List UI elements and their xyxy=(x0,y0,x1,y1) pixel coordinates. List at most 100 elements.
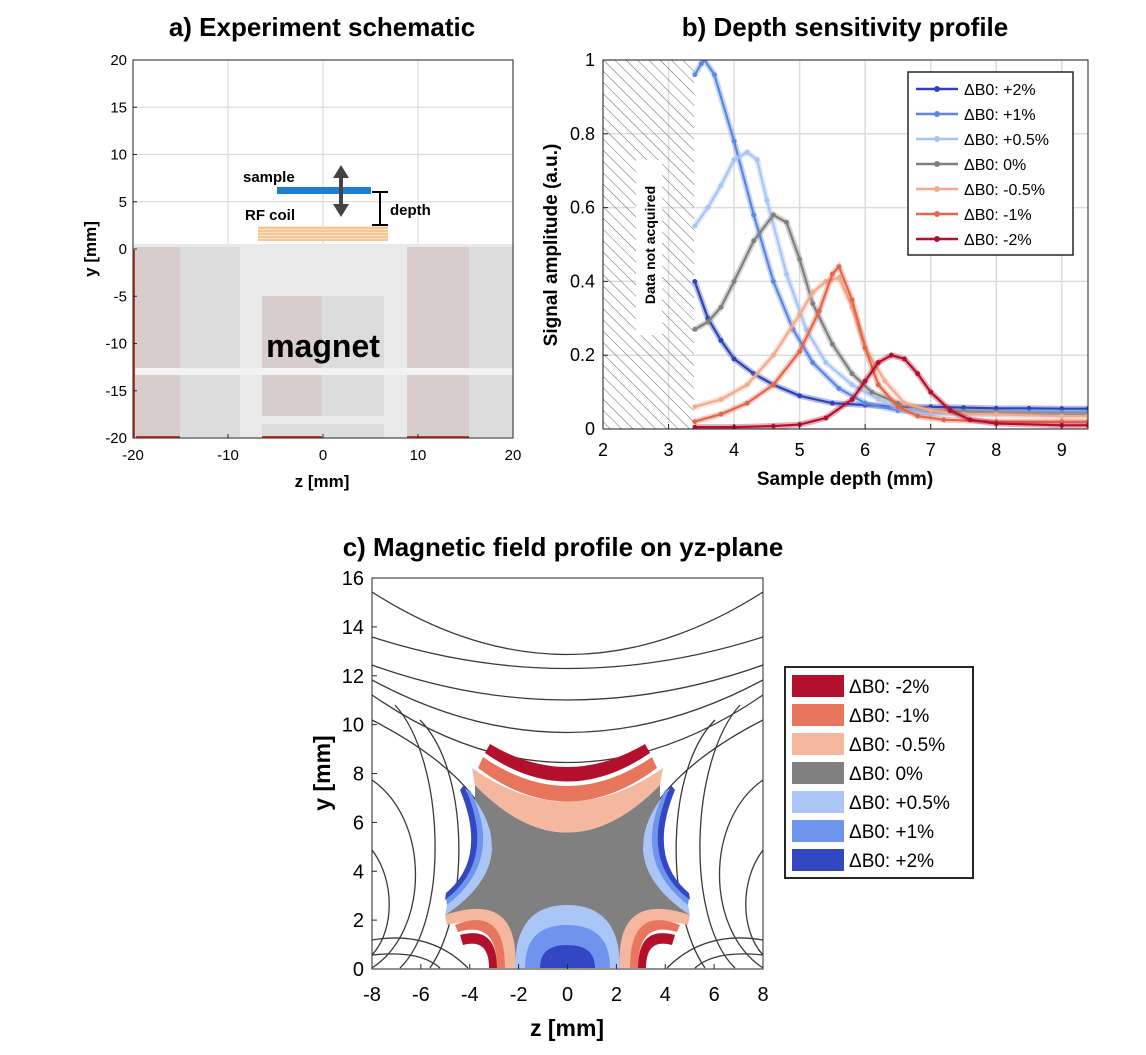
b-data-point xyxy=(718,183,724,188)
b-ytick-label: 1 xyxy=(585,50,595,70)
b-data-point xyxy=(862,345,868,351)
field-regions xyxy=(445,744,690,968)
a-ytick-label: 15 xyxy=(110,99,127,116)
b-data-point xyxy=(771,279,776,284)
a-ytick-label: -10 xyxy=(105,336,127,353)
b-data-point xyxy=(692,404,698,410)
region-minus-05pct-bl xyxy=(445,908,516,968)
b-data-point xyxy=(967,417,973,423)
c-ytick-label: 14 xyxy=(342,617,364,639)
c-legend-label: ΔB0: 0% xyxy=(849,764,923,785)
b-data-point xyxy=(928,408,934,413)
c-ytick-label: 0 xyxy=(353,959,364,981)
b-legend-label: ΔB0: +1% xyxy=(964,107,1036,124)
b-data-point xyxy=(875,360,881,365)
a-ytick-label: 10 xyxy=(110,147,127,164)
b-data-point xyxy=(869,389,875,395)
a-ytick-label: -15 xyxy=(105,383,127,400)
c-ytick-label: 10 xyxy=(342,715,364,737)
b-legend-marker xyxy=(934,211,940,217)
b-legend-label: ΔB0: +0.5% xyxy=(964,132,1049,149)
b-data-point xyxy=(784,219,789,225)
b-data-point xyxy=(771,352,776,358)
c-legend-swatch xyxy=(792,849,844,871)
a-ytick-label: 0 xyxy=(119,241,127,258)
b-data-point xyxy=(849,382,855,388)
b-data-point xyxy=(744,400,750,406)
b-data-point xyxy=(751,238,757,244)
b-data-point xyxy=(961,405,966,410)
a-xtick-label: 0 xyxy=(319,447,327,464)
b-xtick-label: 2 xyxy=(598,440,608,460)
c-ytick-label: 16 xyxy=(342,568,364,590)
move-arrow-icon xyxy=(333,165,349,217)
b-data-point xyxy=(829,271,835,277)
region-minus-1pct-br xyxy=(630,920,680,968)
b-data-point xyxy=(947,408,953,413)
a-ytick-label: -20 xyxy=(105,430,127,447)
c-legend-swatch xyxy=(792,733,844,755)
depth-label: depth xyxy=(390,202,431,219)
b-data-point xyxy=(718,397,724,402)
b-data-point xyxy=(771,423,776,429)
b-data-point xyxy=(836,386,842,391)
b-data-point xyxy=(797,393,803,399)
b-data-point xyxy=(993,405,999,411)
b-data-point xyxy=(810,301,816,306)
b-data-point xyxy=(823,360,829,365)
c-legend-label: ΔB0: +1% xyxy=(849,822,934,843)
panel-a: a) Experiment schematic magnet xyxy=(81,12,521,491)
b-data-point xyxy=(797,349,803,354)
a-xtick-label: -20 xyxy=(122,447,144,464)
panel-b-xlabel: Sample depth (mm) xyxy=(757,469,933,490)
depth-bracket xyxy=(372,191,388,226)
sample-bar xyxy=(277,187,371,194)
b-data-point xyxy=(751,212,757,218)
region-minus-2pct-bl xyxy=(460,933,497,968)
c-ytick-label: 2 xyxy=(353,910,364,932)
panel-c-ticks: -8 -6 -4 -2 0 2 4 6 8 16 14 12 10 8 6 4 2 0 xyxy=(342,568,769,1006)
panel-b-title: b) Depth sensitivity profile xyxy=(682,12,1009,42)
b-xtick-label: 3 xyxy=(664,440,674,460)
a-xtick-label: 10 xyxy=(410,447,427,464)
c-legend-label: ΔB0: +2% xyxy=(849,851,934,872)
a-xtick-label: -10 xyxy=(217,447,239,464)
panel-c-ylabel: y [mm] xyxy=(309,735,335,810)
panel-a-ticks: -20 -10 0 10 20 20 15 10 5 0 -5 -10 -15 -20 xyxy=(105,52,521,464)
b-data-point xyxy=(764,197,770,203)
b-data-point xyxy=(712,72,717,78)
panel-a-xlabel: z [mm] xyxy=(295,472,350,491)
b-data-point xyxy=(882,378,888,384)
b-data-point xyxy=(1059,406,1065,412)
b-legend-marker xyxy=(934,136,940,142)
c-xtick-label: 8 xyxy=(757,984,768,1006)
b-data-point xyxy=(1085,422,1088,428)
b-data-point xyxy=(731,279,737,284)
b-data-point xyxy=(705,205,711,211)
c-xtick-label: 6 xyxy=(709,984,720,1006)
rf-coil xyxy=(258,226,388,241)
b-xtick-label: 6 xyxy=(860,440,870,460)
b-legend-label: ΔB0: -1% xyxy=(964,207,1032,224)
b-data-point xyxy=(754,157,760,163)
panel-b-legend: ΔB0: +2% ΔB0: +1% ΔB0: +0.5% ΔB0: 0% ΔB0: -0… xyxy=(907,71,1074,256)
b-data-point xyxy=(915,371,920,377)
b-ytick-label: 0.4 xyxy=(570,271,595,291)
b-data-point xyxy=(810,290,816,295)
b-data-point xyxy=(744,382,750,388)
c-legend-swatch xyxy=(792,791,844,813)
b-data-point xyxy=(797,256,803,262)
region-plus-2pct-bottom xyxy=(540,945,595,968)
region-minus-1pct-bl xyxy=(455,920,505,968)
b-data-point xyxy=(928,411,934,417)
b-data-point xyxy=(718,338,724,343)
b-legend-label: ΔB0: 0% xyxy=(964,157,1026,174)
b-data-point xyxy=(862,400,868,406)
b-data-point xyxy=(784,271,789,277)
b-data-point xyxy=(823,279,829,284)
b-data-point xyxy=(718,304,724,310)
rf-coil-label: RF coil xyxy=(245,207,295,224)
b-data-point xyxy=(771,212,776,218)
b-ytick-label: 0 xyxy=(585,419,595,439)
a-xtick-label: 20 xyxy=(505,447,522,464)
